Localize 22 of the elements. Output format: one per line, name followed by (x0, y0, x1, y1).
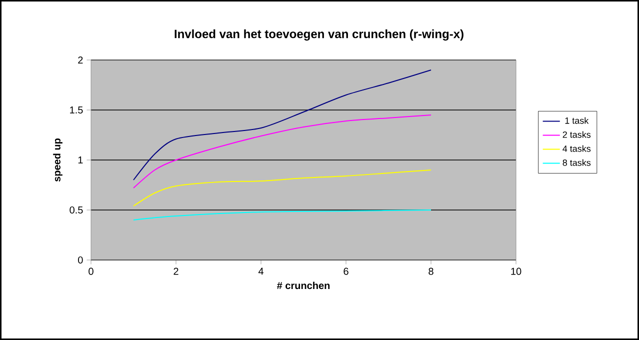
chart-title: Invloed van het toevoegen van crunchen (r-wing-x) (174, 29, 464, 41)
line-series (133, 170, 432, 206)
y-tick-label: 0.5 (70, 206, 83, 214)
line-series (133, 210, 432, 220)
y-tick-label: 0 (78, 256, 83, 264)
x-axis-title: # crunchen (277, 282, 330, 290)
legend-label: 2 tasks (562, 131, 591, 138)
x-tick-label: 10 (511, 268, 522, 275)
y-tick-label: 1.5 (70, 106, 83, 114)
y-tick-label: 1 (78, 156, 83, 164)
x-tick-label: 2 (174, 268, 178, 275)
line-series (133, 114, 432, 188)
legend-label: 8 tasks (562, 159, 591, 166)
x-tick-label: 0 (88, 268, 94, 275)
y-axis-title: speed up (53, 138, 62, 182)
x-tick-label: 6 (344, 268, 348, 275)
line-series (133, 69, 432, 180)
x-tick-label: 4 (258, 268, 264, 275)
legend-label: 4 tasks (562, 145, 591, 152)
x-tick-label: 8 (428, 268, 434, 275)
legend-label: 1 task (565, 117, 589, 124)
y-tick-label: 2 (78, 56, 83, 64)
